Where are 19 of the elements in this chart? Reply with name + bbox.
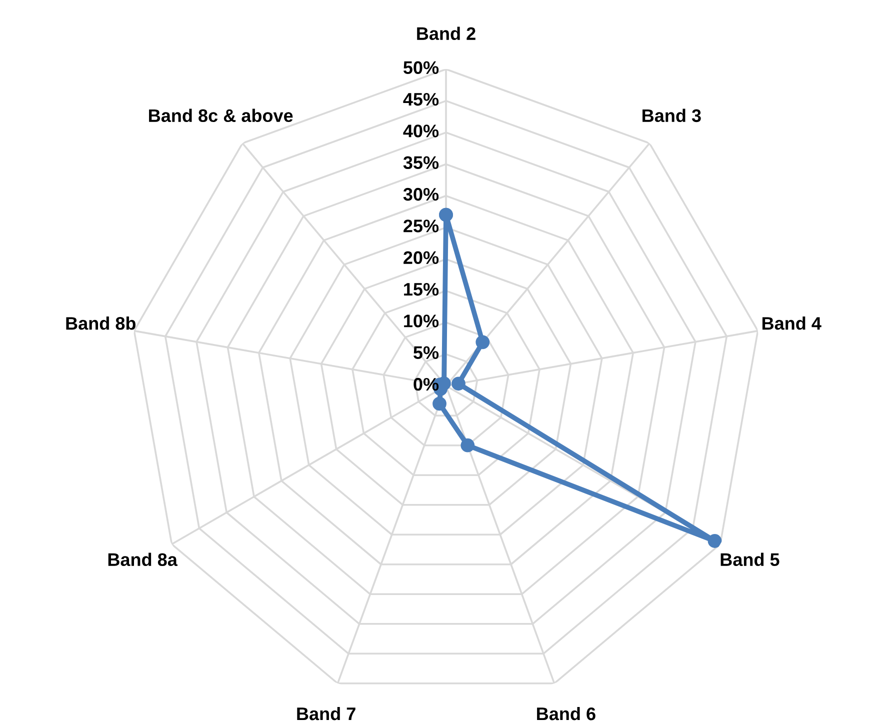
y-tick-label: 50% bbox=[403, 61, 439, 74]
spoke-label: Band 8a bbox=[108, 552, 178, 566]
y-tick-label: 40% bbox=[403, 124, 439, 138]
y-tick-label: 30% bbox=[403, 188, 439, 201]
spoke-label: Band 8c & above bbox=[149, 108, 293, 122]
y-tick-label: 5% bbox=[414, 346, 439, 360]
spoke-label: Band 2 bbox=[417, 26, 476, 40]
spoke-label: Band 6 bbox=[537, 706, 596, 720]
spoke-label: Band 5 bbox=[720, 552, 780, 566]
spoke-label: Band 3 bbox=[642, 108, 701, 122]
y-tick-label: 15% bbox=[404, 282, 439, 296]
spoke-label: Band 8b bbox=[66, 316, 136, 330]
y-tick-label: 35% bbox=[403, 156, 439, 170]
y-tick-label: 25% bbox=[404, 220, 439, 232]
y-tick-label: 45% bbox=[403, 92, 439, 106]
y-tick-label: 10% bbox=[404, 314, 439, 328]
y-tick-label: 20% bbox=[404, 251, 439, 264]
spoke-label: Band 4 bbox=[762, 316, 822, 330]
spoke-label: Band 7 bbox=[297, 706, 356, 720]
